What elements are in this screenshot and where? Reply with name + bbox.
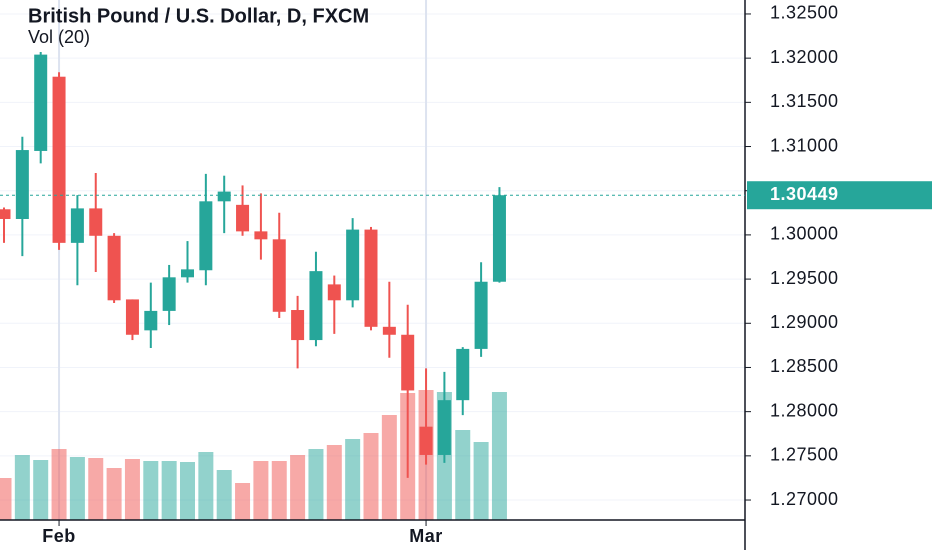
y-tick-label: 1.28000 — [770, 400, 839, 420]
volume-bar — [381, 415, 397, 520]
volume-bar — [0, 478, 12, 520]
candle-body — [437, 400, 451, 455]
volume-bar — [180, 462, 195, 520]
y-tick-label: 1.29500 — [770, 268, 839, 288]
y-tick-label: 1.28500 — [770, 356, 839, 376]
candle-body — [492, 195, 506, 282]
candle-body — [419, 426, 433, 455]
candle-body — [456, 348, 470, 401]
volume-bar — [308, 449, 324, 520]
candle-body — [327, 284, 341, 301]
volume-bar — [14, 455, 30, 520]
candle-body — [217, 191, 231, 202]
candle-body — [199, 201, 213, 271]
candle-body — [89, 208, 103, 236]
y-tick-label: 1.32500 — [770, 3, 839, 23]
volume-bar — [198, 452, 214, 520]
candle-body — [291, 310, 305, 341]
candle-body — [382, 326, 396, 335]
candle-body — [236, 204, 250, 232]
volume-pane — [0, 390, 507, 520]
candle-body — [107, 235, 121, 301]
volume-bar — [69, 457, 85, 520]
candle-body — [474, 281, 488, 349]
volume-bar — [216, 470, 232, 520]
candle-body — [15, 150, 29, 219]
volume-bar — [106, 468, 122, 520]
volume-bar — [51, 449, 67, 520]
volume-bar — [235, 483, 251, 520]
price-axis: 1.325001.320001.315001.310001.305001.300… — [745, 3, 839, 509]
volume-bar — [161, 461, 177, 520]
volume-bar — [253, 461, 269, 520]
volume-bar — [290, 455, 306, 520]
x-tick-label: Feb — [42, 526, 76, 546]
chart-title: British Pound / U.S. Dollar, D, FXCM — [28, 5, 369, 27]
volume-bar — [491, 392, 507, 520]
volume-legend: Vol (20) — [28, 27, 90, 47]
x-tick-label: Mar — [409, 526, 443, 546]
candle-body — [34, 54, 48, 151]
candle-body — [144, 310, 158, 331]
volume-bar — [473, 442, 489, 520]
candle-body — [254, 231, 268, 240]
candle-body — [309, 271, 323, 341]
volume-bar — [124, 459, 140, 520]
y-tick-label: 1.30000 — [770, 224, 839, 244]
candle-body — [346, 229, 360, 301]
y-tick-label: 1.29000 — [770, 312, 839, 332]
y-tick-label: 1.32000 — [770, 47, 839, 67]
volume-bar — [345, 439, 361, 520]
y-tick-label: 1.31500 — [770, 91, 839, 111]
candle-body — [52, 76, 66, 243]
volume-bar — [88, 458, 104, 520]
volume-bar — [33, 460, 49, 520]
volume-bar — [363, 433, 379, 520]
y-tick-label: 1.31000 — [770, 135, 839, 155]
volume-bar — [271, 461, 287, 520]
volume-bar — [143, 461, 159, 520]
y-tick-label: 1.27500 — [770, 445, 839, 465]
candle-body — [401, 334, 415, 391]
candle-body — [125, 299, 139, 335]
price-label-box — [747, 181, 932, 210]
candle-body — [181, 269, 194, 278]
volume-bar — [326, 445, 342, 520]
candle-body — [0, 209, 11, 219]
volume-bar — [455, 430, 471, 520]
candle-body — [364, 229, 378, 327]
y-tick-label: 1.27000 — [770, 489, 839, 509]
candles — [0, 51, 506, 478]
candle-body — [162, 277, 176, 311]
candle-body — [272, 239, 286, 312]
candle-body — [70, 208, 84, 243]
price-label: 1.30449 — [770, 184, 839, 204]
